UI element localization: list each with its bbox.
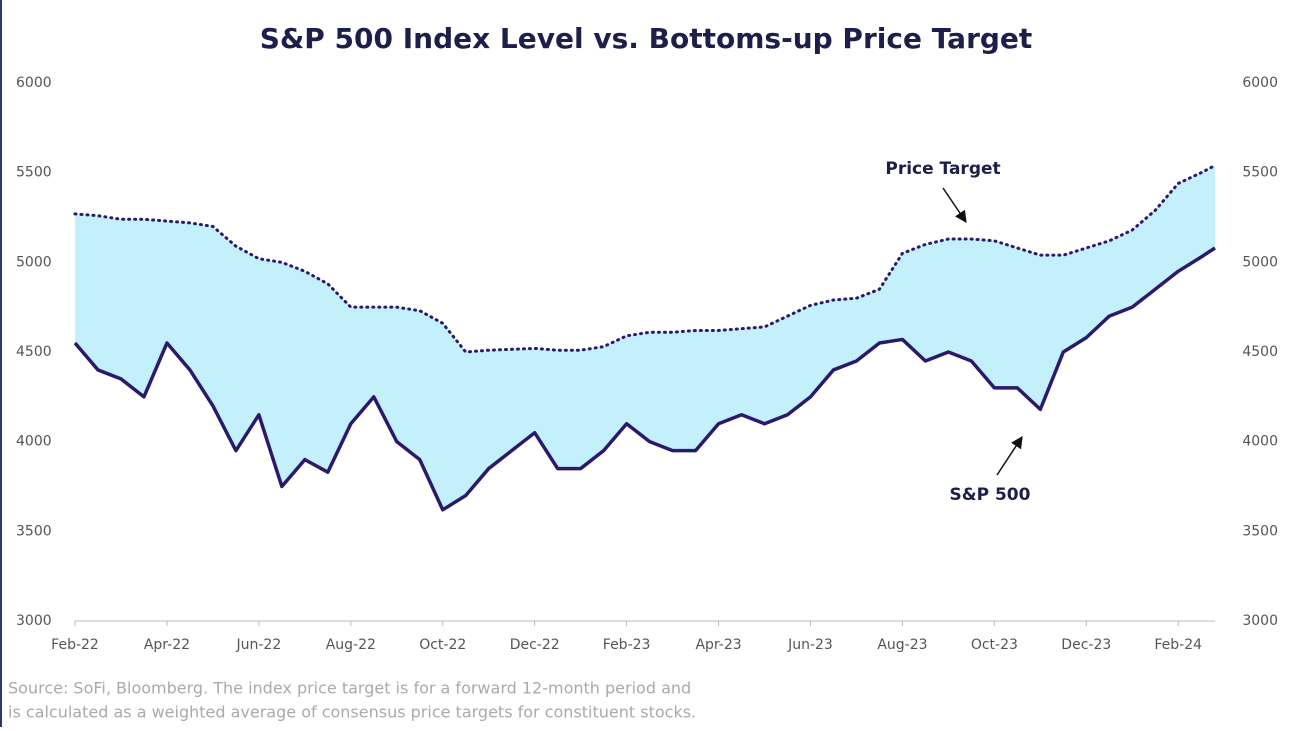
source-note: is calculated as a weighted average of c… xyxy=(8,703,696,722)
y-tick-label: 5500 xyxy=(16,165,52,181)
x-tick-label: Jun-23 xyxy=(787,637,833,653)
y-tick-label: 3500 xyxy=(16,523,52,539)
x-tick-label: Apr-22 xyxy=(144,637,190,653)
series-line xyxy=(73,163,1217,354)
x-tick-label: Oct-22 xyxy=(419,637,466,653)
annotation-arrow xyxy=(996,435,1023,476)
x-tick-label: Jun-22 xyxy=(235,637,281,653)
y2-tick-label: 3500 xyxy=(1242,523,1278,539)
annotation-arrow xyxy=(942,187,967,223)
y-tick-label: 6000 xyxy=(16,75,52,91)
x-tick-label: Dec-23 xyxy=(1061,637,1111,653)
chart-title: S&P 500 Index Level vs. Bottoms-up Price… xyxy=(260,22,1033,55)
y-tick-label: 5000 xyxy=(16,254,52,270)
y2-tick-label: 5500 xyxy=(1242,165,1278,181)
y2-tick-label: 6000 xyxy=(1242,75,1278,91)
y2-tick-label: 4500 xyxy=(1242,344,1278,360)
x-tick-label: Apr-23 xyxy=(695,637,741,653)
y-tick-label: 4000 xyxy=(16,434,52,450)
source-note: Source: SoFi, Bloomberg. The index price… xyxy=(8,679,691,698)
spread-area xyxy=(75,165,1215,510)
x-tick-label: Aug-23 xyxy=(877,637,927,653)
x-tick-label: Feb-23 xyxy=(603,637,651,653)
y-tick-label: 3000 xyxy=(16,613,52,629)
y2-tick-label: 5000 xyxy=(1242,254,1278,270)
annotation: S&P 500 xyxy=(950,485,1031,505)
series-line xyxy=(73,246,1216,512)
x-tick-label: Oct-23 xyxy=(971,637,1018,653)
x-tick-label: Aug-22 xyxy=(326,637,376,653)
x-tick-label: Feb-24 xyxy=(1154,637,1202,653)
y2-tick-label: 3000 xyxy=(1242,613,1278,629)
x-tick-label: Feb-22 xyxy=(51,637,99,653)
annotation: Price Target xyxy=(885,159,1000,179)
x-tick-label: Dec-22 xyxy=(510,637,560,653)
y-tick-label: 4500 xyxy=(16,344,52,360)
y2-tick-label: 4000 xyxy=(1242,434,1278,450)
